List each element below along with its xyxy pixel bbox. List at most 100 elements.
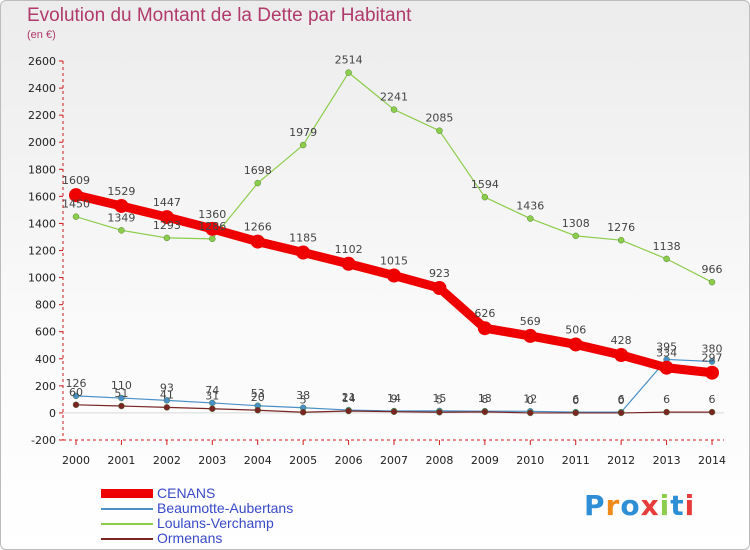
legend-swatch-cenans: [101, 489, 153, 498]
legend-item-beaumotte-aubertans: Beaumotte-Aubertans: [101, 501, 293, 516]
y-tick-label: -200: [31, 434, 56, 447]
data-label-loulans-verchamp: 1138: [653, 240, 681, 253]
data-label-beaumotte-aubertans: 21: [342, 391, 356, 404]
data-label-cenans: 297: [702, 352, 723, 365]
data-point-ormenans: [390, 408, 398, 415]
data-point-loulans-verchamp: [209, 235, 216, 243]
data-label-beaumotte-aubertans: 74: [205, 384, 219, 397]
x-tick-label: 2001: [107, 454, 135, 467]
series-ormenans: [72, 401, 716, 417]
data-point-cenans: [205, 221, 220, 236]
data-point-ormenans: [527, 409, 534, 417]
data-label-cenans: 1266: [244, 221, 272, 234]
x-tick-label: 2013: [653, 454, 681, 467]
data-point-beaumotte-aubertans: [72, 392, 80, 400]
chart-subtitle: (en €): [27, 29, 56, 41]
data-label-cenans: 1015: [380, 255, 408, 268]
data-label-beaumotte-aubertans: 6: [618, 393, 625, 406]
data-point-beaumotte-aubertans: [163, 397, 171, 404]
data-label-ormenans: 0: [527, 394, 534, 407]
data-point-ormenans: [118, 402, 125, 410]
y-tick-label: 1600: [28, 190, 56, 203]
y-tick-label: 800: [35, 299, 56, 312]
legend: CENANS Beaumotte-Aubertans Loulans-Verch…: [101, 486, 293, 546]
data-point-ormenans: [345, 407, 352, 415]
data-label-ormenans: 14: [342, 392, 356, 405]
data-label-ormenans: 51: [114, 387, 128, 400]
data-point-ormenans: [163, 404, 171, 411]
data-label-ormenans: 6: [663, 393, 670, 406]
data-point-cenans: [705, 365, 720, 380]
data-label-cenans: 334: [656, 347, 677, 360]
logo-letter: P: [584, 489, 606, 522]
data-point-loulans-verchamp: [254, 179, 261, 187]
data-label-ormenans: 8: [481, 393, 488, 406]
legend-swatch-loulans-verchamp: [101, 522, 153, 525]
series-loulans-verchamp: [72, 69, 716, 286]
data-label-cenans: 1185: [289, 232, 317, 245]
data-label-cenans: 569: [520, 315, 541, 328]
data-point-ormenans: [663, 408, 670, 416]
data-label-loulans-verchamp: 1276: [607, 221, 635, 234]
data-point-cenans: [523, 328, 538, 343]
x-tick-label: 2003: [198, 454, 226, 467]
data-point-loulans-verchamp: [572, 232, 579, 240]
data-point-loulans-verchamp: [708, 278, 716, 286]
y-tick-label: 2000: [28, 136, 56, 149]
legend-item-loulans-verchamp: Loulans-Verchamp: [101, 516, 293, 531]
data-point-cenans: [114, 198, 129, 213]
data-label-beaumotte-aubertans: 53: [251, 387, 265, 400]
data-label-ormenans: 5: [436, 393, 443, 406]
data-label-ormenans: 20: [251, 391, 265, 404]
x-tick-label: 2005: [289, 454, 317, 467]
y-tick-label: 1200: [28, 245, 56, 258]
x-tick-label: 2006: [335, 454, 363, 467]
y-tick-label: 400: [35, 353, 56, 366]
data-label-beaumotte-aubertans: 395: [656, 340, 677, 353]
data-label-cenans: 1102: [335, 243, 363, 256]
logo-letter: r: [605, 489, 621, 522]
legend-item-ormenans: Ormenans: [101, 531, 293, 546]
data-point-loulans-verchamp: [663, 255, 670, 263]
legend-label-cenans: CENANS: [157, 485, 216, 501]
y-tick-label: 1800: [28, 163, 56, 176]
data-label-cenans: 923: [429, 267, 450, 280]
logo-letter: t: [670, 489, 685, 522]
data-label-loulans-verchamp: 1293: [153, 219, 181, 232]
data-label-beaumotte-aubertans: 15: [432, 392, 446, 405]
data-label-beaumotte-aubertans: 6: [572, 393, 579, 406]
y-tick-label: 600: [35, 326, 56, 339]
data-point-ormenans: [572, 409, 579, 417]
data-point-cenans: [341, 256, 356, 271]
legend-label-ormenans: Ormenans: [157, 530, 223, 546]
data-label-beaumotte-aubertans: 110: [111, 379, 132, 392]
data-point-cenans: [159, 210, 174, 225]
data-label-beaumotte-aubertans: 380: [702, 342, 723, 355]
data-point-loulans-verchamp: [527, 215, 534, 222]
y-tick-label: 2600: [28, 55, 56, 68]
data-point-loulans-verchamp: [299, 141, 307, 149]
data-label-ormenans: 6: [709, 393, 716, 406]
data-label-loulans-verchamp: 2241: [380, 91, 408, 104]
legend-label-beaumotte-aubertans: Beaumotte-Aubertans: [157, 500, 294, 516]
data-label-loulans-verchamp: 1436: [516, 200, 544, 213]
data-label-beaumotte-aubertans: 14: [387, 392, 401, 405]
series-line-loulans-verchamp: [75, 72, 713, 283]
data-label-loulans-verchamp: 1349: [107, 211, 135, 224]
data-label-loulans-verchamp: 1308: [562, 217, 590, 230]
data-point-loulans-verchamp: [118, 227, 125, 234]
data-label-beaumotte-aubertans: 126: [66, 377, 87, 390]
x-tick-label: 2014: [698, 454, 726, 467]
data-point-loulans-verchamp: [481, 193, 489, 201]
x-tick-label: 2009: [471, 454, 499, 467]
y-tick-label: 2400: [28, 82, 56, 95]
chart-title: Evolution du Montant de la Dette par Hab…: [27, 5, 412, 26]
data-label-ormenans: 5: [300, 393, 307, 406]
data-label-ormenans: 9: [391, 393, 398, 406]
data-label-beaumotte-aubertans: 13: [478, 392, 492, 405]
data-point-beaumotte-aubertans: [708, 358, 716, 365]
data-label-beaumotte-aubertans: 38: [296, 389, 310, 402]
